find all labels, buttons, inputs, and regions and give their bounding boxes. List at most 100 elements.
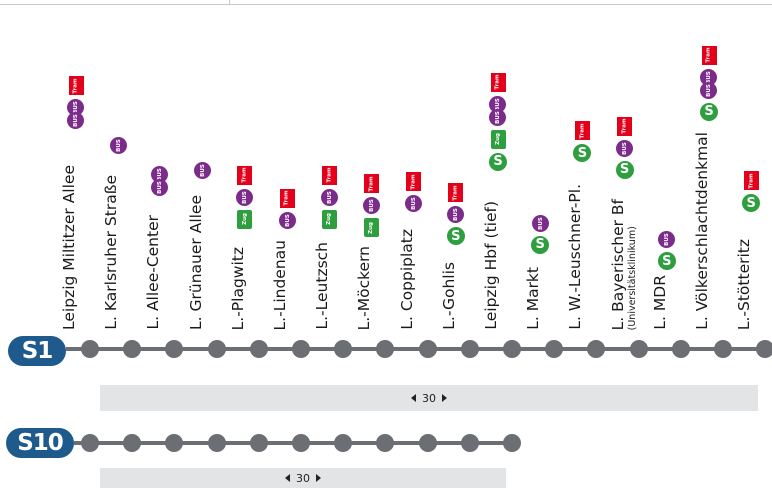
train-icon-text: Zug xyxy=(241,213,248,226)
stop-dot[interactable] xyxy=(418,434,437,452)
station[interactable]: L. Markt S BUS xyxy=(524,0,555,330)
bus-icon: BUS xyxy=(151,178,169,196)
stop-dot[interactable] xyxy=(249,434,268,452)
stop-dot[interactable] xyxy=(165,340,184,358)
station-label: L.-Gohlis xyxy=(440,262,471,330)
stop-dot[interactable] xyxy=(503,340,521,358)
station[interactable]: L.-Stötteritz S Tram xyxy=(735,0,766,330)
stop-dot[interactable] xyxy=(503,434,521,452)
transfer-icons: BUS xyxy=(188,161,218,179)
tram-icon: Tram xyxy=(701,45,717,65)
bus-pair-icon: BUS BUS xyxy=(699,68,719,99)
station[interactable]: L.-Lindenau BUS Tram xyxy=(271,0,302,330)
stop-dot[interactable] xyxy=(376,340,395,358)
transfer-icons: BUS BUS xyxy=(145,165,175,196)
bus-icon: BUS xyxy=(447,206,465,224)
transfer-icons: S BUS BUS Tram xyxy=(694,45,724,121)
stop-dot[interactable] xyxy=(123,340,142,358)
arrow-left-icon xyxy=(411,394,416,402)
station[interactable]: L. Bayerischer Bf (Universitätsklinikum) S… xyxy=(608,0,640,330)
station-name: L. Grünauer Allee xyxy=(186,195,205,330)
transfer-icons: Zug BUS Tram xyxy=(314,165,344,229)
tram-icon: Tram xyxy=(279,188,295,208)
stop-dot[interactable] xyxy=(81,434,99,452)
sbahn-icon: S xyxy=(489,152,507,171)
station-name: L. Bayerischer Bf xyxy=(608,198,627,330)
transfer-icons: BUS BUS Tram xyxy=(61,76,91,130)
stop-dot[interactable] xyxy=(460,434,479,452)
station[interactable]: L. MDR S BUS xyxy=(650,0,682,330)
tram-icon: Tram xyxy=(743,171,759,191)
transfer-icons: BUS Tram xyxy=(399,172,429,213)
station[interactable]: L. Coppiplatz BUS Tram xyxy=(398,0,429,330)
station-label: L. MDR xyxy=(650,275,682,330)
station-label: L.-Plagwitz xyxy=(228,246,260,330)
station-name: L. W.-Leuschner-Pl. xyxy=(566,184,585,330)
sbahn-icon: S xyxy=(531,235,550,254)
transfer-icons: BUS xyxy=(103,137,133,154)
stop-dot[interactable] xyxy=(756,340,772,358)
station[interactable]: L. Grünauer Allee BUS xyxy=(186,0,218,330)
station-label: Leipzig Miltitzer Allee xyxy=(60,165,91,330)
tram-icon: Tram xyxy=(490,72,506,92)
tram-icon: Tram xyxy=(237,165,253,185)
stop-dot[interactable] xyxy=(123,434,142,452)
station[interactable]: L. Völkerschlachtdenkmal S BUS BUS Tram xyxy=(693,0,724,330)
tram-icon: Tram xyxy=(68,76,84,96)
tram-icon-text: Tram xyxy=(73,77,79,94)
interval-value-s10: 30 xyxy=(296,471,310,485)
stop-dot[interactable] xyxy=(165,434,184,452)
bus-pair-icon: BUS BUS xyxy=(488,95,508,126)
stop-dot[interactable] xyxy=(714,340,732,358)
transfer-icons: BUS Tram xyxy=(272,188,302,229)
line-badge-s10[interactable]: S10 xyxy=(6,428,74,458)
stop-dot[interactable] xyxy=(334,434,353,452)
station[interactable]: L.-Gohlis S BUS Tram xyxy=(440,0,471,330)
tram-icon-text: Tram xyxy=(452,185,459,201)
stop-dot[interactable] xyxy=(418,340,437,358)
line-badge-s1[interactable]: S1 xyxy=(8,336,66,366)
stop-dot[interactable] xyxy=(629,340,648,358)
tram-icon-text: Tram xyxy=(706,47,712,63)
stop-dot[interactable] xyxy=(292,434,310,452)
station-label: L.-Lindenau xyxy=(271,240,302,330)
station-label: L. Karlsruher Straße xyxy=(102,175,133,330)
station[interactable]: L. Allee-Center BUS BUS xyxy=(144,0,175,330)
transfer-icons: Zug BUS Tram xyxy=(230,165,260,229)
stop-dot[interactable] xyxy=(249,340,268,358)
stop-dot[interactable] xyxy=(292,340,310,358)
transfer-icons: S BUS xyxy=(525,214,555,254)
station[interactable]: L. W.-Leuschner-Pl. S Tram xyxy=(566,0,597,330)
transfer-icons: S Zug BUS BUS Tram xyxy=(483,72,513,171)
bus-pair-icon: BUS BUS xyxy=(66,99,86,130)
stop-dot[interactable] xyxy=(376,434,395,452)
station[interactable]: L. Karlsruher Straße BUS xyxy=(102,0,133,330)
station-label: L.-Möckern xyxy=(355,246,386,330)
station-name: L.-Plagwitz xyxy=(228,246,247,330)
stop-dot[interactable] xyxy=(545,340,564,358)
sbahn-icon: S xyxy=(615,160,634,179)
station-name: Leipzig Miltitzer Allee xyxy=(60,165,78,330)
bus-icon: BUS xyxy=(531,214,549,232)
station[interactable]: Leipzig Miltitzer Allee BUS BUS Tram xyxy=(60,0,91,330)
stop-dot[interactable] xyxy=(587,340,606,358)
stop-dot[interactable] xyxy=(207,340,226,358)
station[interactable]: L.-Plagwitz Zug BUS Tram xyxy=(228,0,260,330)
tram-icon: Tram xyxy=(363,174,379,193)
bus-icon: BUS xyxy=(67,112,84,130)
station[interactable]: L.-Leutzsch Zug BUS Tram xyxy=(313,0,344,330)
station[interactable]: Leipzig Hbf (tief) S Zug BUS BUS Tram xyxy=(482,0,513,330)
station-label: L. Coppiplatz xyxy=(398,229,429,330)
stop-dot[interactable] xyxy=(460,340,479,358)
tram-icon: Tram xyxy=(406,172,422,192)
stop-dot[interactable] xyxy=(671,340,690,358)
station-name: L. MDR xyxy=(650,275,669,330)
stop-dot[interactable] xyxy=(334,340,353,358)
tram-icon-text: Tram xyxy=(326,167,333,183)
station[interactable]: L.-Möckern Zug BUS Tram xyxy=(355,0,386,330)
stop-dot[interactable] xyxy=(207,434,226,452)
stop-dot[interactable] xyxy=(81,340,99,358)
sbahn-icon: S xyxy=(446,227,465,246)
train-icon: Zug xyxy=(490,129,506,149)
tram-icon-text: Tram xyxy=(621,118,628,135)
